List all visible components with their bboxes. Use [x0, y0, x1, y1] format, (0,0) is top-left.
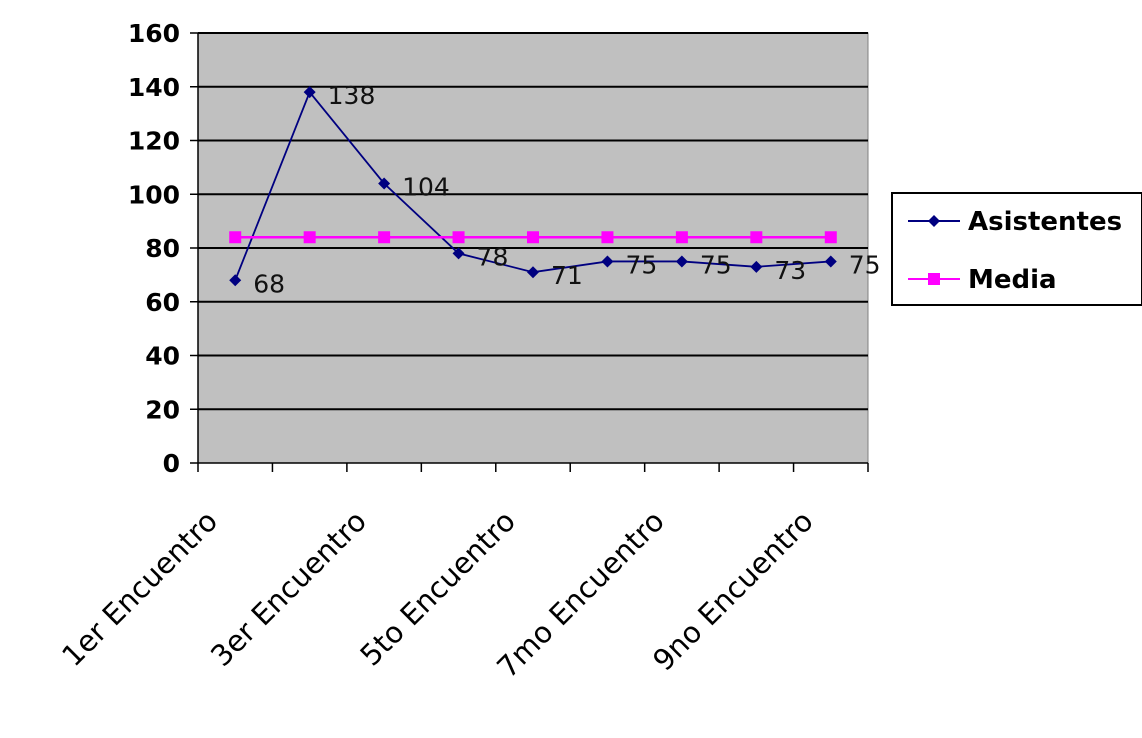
y-tick-label: 60 — [145, 288, 180, 317]
data-labels: 68 138 104 78 71 75 75 73 75 — [253, 81, 880, 298]
data-point-media — [527, 231, 539, 244]
data-label-asistentes: 71 — [551, 261, 583, 290]
data-point-media — [601, 231, 614, 244]
data-point-asistentes — [824, 255, 837, 268]
axes — [197, 33, 869, 472]
data-point-asistentes — [527, 266, 539, 279]
y-tick-label: 40 — [145, 342, 180, 371]
x-category-label: 5to Encuentro — [353, 504, 522, 673]
data-point-asistentes — [601, 255, 614, 268]
legend-marker-media — [928, 273, 940, 285]
legend-marker-asistentes — [928, 215, 940, 227]
legend-label-asistentes: Asistentes — [968, 207, 1122, 237]
x-category-label: 1er Encuentro — [55, 504, 224, 673]
data-label-asistentes: 75 — [849, 250, 881, 279]
data-label-asistentes: 75 — [700, 250, 732, 279]
y-tick-label: 160 — [128, 19, 180, 48]
legend-box — [891, 192, 1142, 306]
y-tick-label: 20 — [145, 395, 180, 424]
data-point-media — [750, 231, 763, 244]
data-point-media — [229, 231, 242, 244]
data-label-asistentes: 75 — [625, 250, 657, 279]
series-markers — [229, 86, 837, 287]
data-label-asistentes: 68 — [253, 269, 285, 298]
y-axis-tick-labels: 0 20 40 60 80 100 120 140 160 — [128, 19, 180, 478]
data-label-asistentes: 104 — [402, 173, 450, 202]
y-tick-label: 80 — [145, 234, 180, 263]
data-point-media — [378, 231, 391, 244]
data-label-asistentes: 78 — [477, 242, 509, 271]
y-tick-label: 120 — [128, 127, 180, 156]
legend: Asistentes Media — [891, 192, 1142, 306]
data-label-asistentes: 73 — [774, 256, 806, 285]
data-point-asistentes — [452, 247, 465, 260]
data-point-media — [303, 231, 316, 244]
y-tick-label: 140 — [128, 73, 180, 102]
x-category-label: 9no Encuentro — [646, 504, 820, 678]
legend-label-media: Media — [968, 265, 1057, 295]
y-tick-label: 100 — [128, 180, 180, 209]
y-tick-label: 0 — [163, 449, 180, 478]
data-point-asistentes — [750, 260, 763, 273]
data-point-media — [675, 231, 688, 244]
data-point-media — [452, 231, 465, 244]
data-label-asistentes: 138 — [328, 81, 376, 110]
data-point-asistentes — [675, 255, 688, 268]
data-point-asistentes — [229, 274, 242, 287]
data-point-asistentes — [378, 177, 391, 190]
data-point-media — [824, 231, 837, 244]
x-category-label: 3er Encuentro — [204, 504, 373, 673]
data-point-asistentes — [303, 86, 316, 99]
